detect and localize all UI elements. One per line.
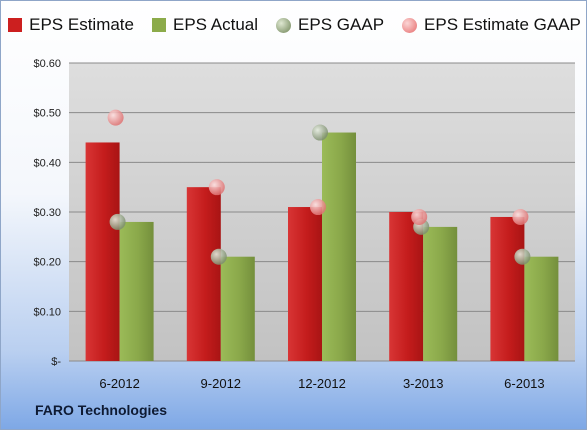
x-tick-label: 6-2013 [504, 376, 544, 391]
bars [85, 132, 559, 361]
bar-eps-actual [322, 132, 356, 361]
marker-eps-estimate-gaap [208, 179, 225, 196]
marker-eps-estimate-gaap [107, 109, 124, 126]
marker-eps-estimate-gaap [512, 208, 529, 225]
legend-item-eps-gaap: EPS GAAP [276, 15, 384, 35]
legend-label-eps-gaap: EPS GAAP [298, 15, 385, 34]
marker-eps-gaap [109, 213, 126, 230]
x-tick-label: 12-2012 [298, 376, 346, 391]
bar-eps-actual [423, 226, 458, 361]
marker-eps-gaap [210, 248, 227, 265]
bar-eps-estimate [490, 216, 525, 361]
y-tick-label: $0.10 [33, 306, 61, 318]
bar-eps-estimate [85, 142, 120, 361]
bar-eps-estimate [186, 187, 221, 361]
y-tick-label: $0.50 [33, 108, 61, 120]
legend-swatch-eps-gaap [276, 17, 292, 33]
bar-eps-actual [220, 256, 255, 361]
legend-item-eps-actual: EPS Actual [151, 15, 259, 35]
marker-eps-estimate-gaap [310, 199, 326, 216]
legend-swatch-eps-estimate-gaap [402, 17, 418, 33]
bar-eps-actual [524, 256, 559, 361]
y-tick-label: $0.40 [33, 157, 61, 169]
company-name: FARO Technologies [35, 402, 167, 418]
bar-eps-actual [119, 221, 154, 361]
legend-swatch-eps-estimate [8, 18, 23, 32]
marker-eps-gaap [514, 248, 531, 265]
markers [107, 109, 531, 265]
legend-label-eps-estimate: EPS Estimate [29, 15, 134, 34]
y-tick-label: $- [51, 356, 61, 368]
x-tick-label: 3-2013 [403, 376, 443, 391]
y-axis-ticks: $- $0.10 $0.20 $0.30 $0.40 $0.50 $0.60 [33, 58, 61, 368]
legend-swatch-eps-actual [151, 18, 166, 32]
legend-label-eps-estimate-gaap: EPS Estimate GAAP [424, 15, 581, 34]
legend-item-eps-estimate: EPS Estimate [8, 15, 134, 35]
x-tick-label: 9-2012 [201, 376, 241, 391]
y-tick-label: $0.60 [33, 58, 61, 70]
x-axis-ticks: 6-2012 9-2012 12-2012 3-2013 6-2013 [99, 376, 544, 391]
y-tick-label: $0.30 [33, 207, 61, 219]
bar-eps-estimate [389, 212, 424, 361]
legend-label-eps-actual: EPS Actual [172, 15, 259, 34]
marker-eps-estimate-gaap [411, 208, 428, 225]
marker-eps-gaap [312, 124, 328, 141]
bar-eps-estimate [288, 207, 322, 361]
legend-item-eps-estimate-gaap: EPS Estimate GAAP [402, 15, 581, 35]
x-tick-label: 6-2012 [99, 376, 139, 391]
y-tick-label: $0.20 [33, 257, 61, 269]
chart-legend: EPS Estimate EPS Actual EPS GAAP EPS Est… [1, 15, 586, 35]
